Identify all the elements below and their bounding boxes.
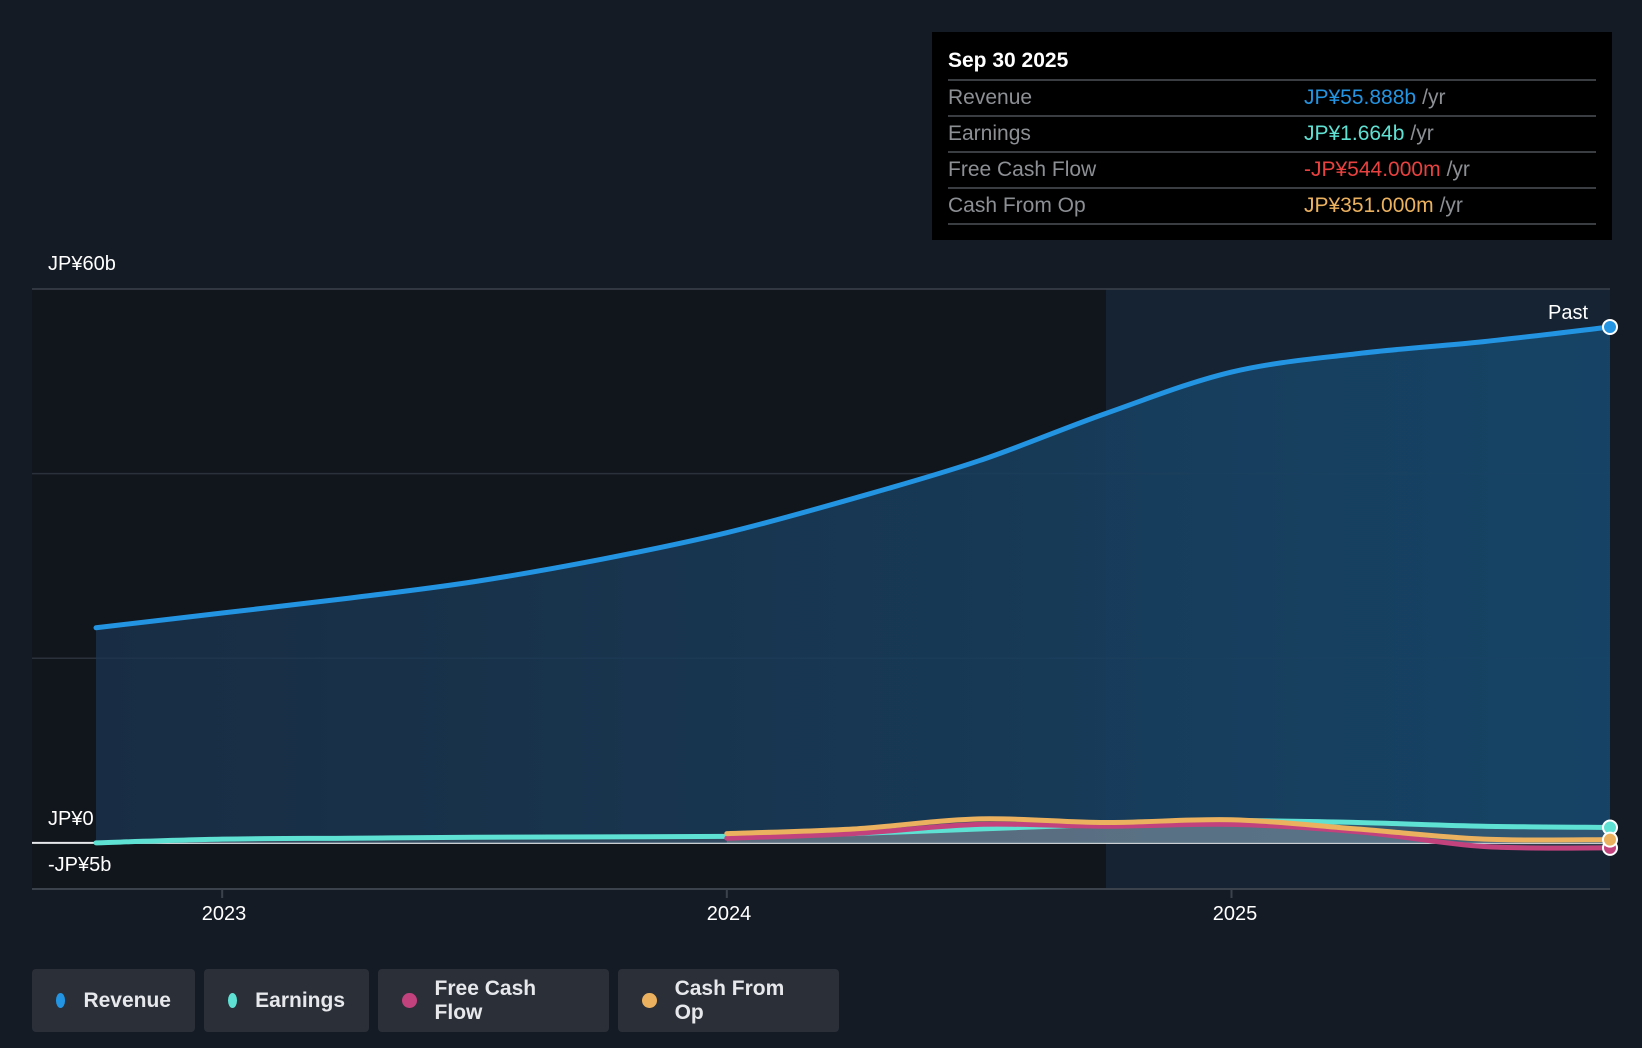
x-label-2025: 2025 (1212, 903, 1258, 925)
tooltip-unit: /yr (1410, 122, 1434, 145)
tooltip-unit: /yr (1446, 158, 1470, 181)
legend-earnings[interactable]: Earnings (204, 969, 369, 1032)
chart (32, 288, 1618, 898)
tooltip-label: Revenue (948, 86, 1033, 109)
y-label-bottom: -JP¥5b (48, 854, 112, 876)
legend-label: Cash From Op (674, 976, 785, 1024)
free-cash-flow-line (724, 821, 1613, 851)
legend-revenue[interactable]: Revenue (32, 969, 195, 1032)
revenue-dot-icon (56, 993, 66, 1008)
revenue-end-dot (1602, 318, 1618, 335)
tooltip: Sep 30 2025 Revenue JP¥55.888b /yr Earni… (932, 32, 1612, 240)
tooltip-value: JP¥1.664b (1304, 122, 1405, 145)
revenue-line (93, 324, 1613, 631)
past-label: Past (1548, 302, 1589, 324)
revenue-area (96, 326, 1610, 843)
tooltip-unit: /yr (1422, 86, 1446, 109)
tooltip-label: Earnings (948, 122, 1031, 145)
tooltip-label: Cash From Op (948, 194, 1086, 217)
x-label-2024: 2024 (706, 903, 752, 925)
legend-free-cash-flow[interactable]: Free Cash Flow (378, 969, 609, 1032)
cash-from-op-dot-icon (642, 993, 657, 1008)
tooltip-value: JP¥351.000m (1304, 194, 1434, 217)
tooltip-unit: /yr (1439, 194, 1463, 217)
tooltip-date: Sep 30 2025 (948, 49, 1069, 72)
y-label-zero: JP¥0 (48, 808, 94, 830)
tooltip-row-earnings: Earnings JP¥1.664b /yr (948, 115, 1596, 151)
x-label-2023: 2023 (201, 903, 247, 925)
legend-label: Revenue (83, 988, 171, 1012)
tooltip-value: -JP¥544.000m (1304, 158, 1441, 181)
legend: Revenue Earnings Free Cash Flow Cash Fro… (32, 969, 839, 1032)
y-label-top: JP¥60b (48, 253, 116, 275)
tooltip-value: JP¥55.888b (1304, 86, 1417, 109)
cash-from-op-line (724, 816, 1613, 843)
tooltip-row-free-cash-flow: Free Cash Flow -JP¥544.000m /yr (948, 151, 1596, 187)
legend-label: Earnings (255, 988, 345, 1012)
free-cash-flow-dot-icon (402, 993, 417, 1008)
legend-cash-from-op[interactable]: Cash From Op (618, 969, 839, 1032)
tooltip-row-revenue: Revenue JP¥55.888b /yr (948, 79, 1596, 115)
legend-label: Free Cash Flow (434, 976, 537, 1024)
earnings-dot-icon (228, 993, 238, 1008)
tooltip-row-cash-from-op: Cash From Op JP¥351.000m /yr (948, 187, 1596, 225)
tooltip-label: Free Cash Flow (948, 158, 1097, 181)
cash-from-op-end-dot (1602, 831, 1618, 848)
